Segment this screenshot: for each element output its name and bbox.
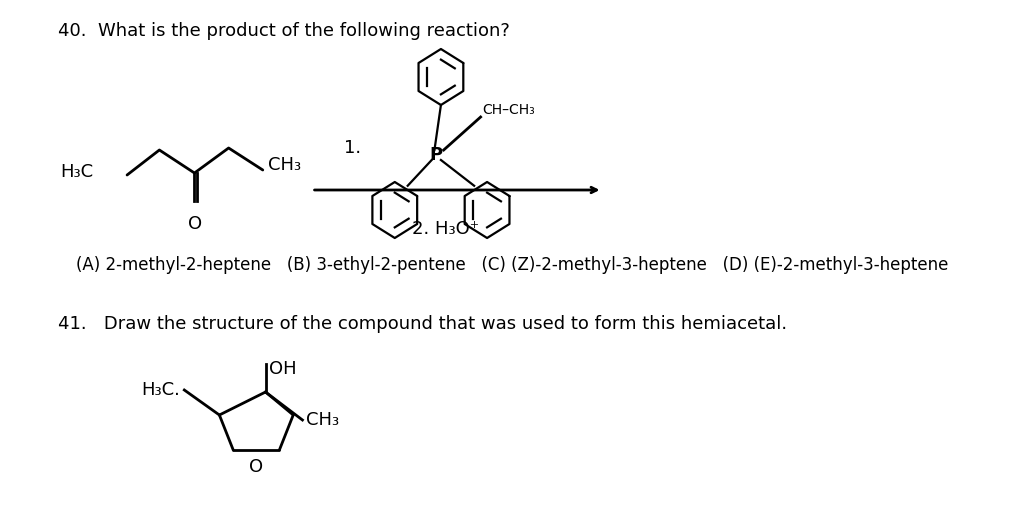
Text: OH: OH — [269, 360, 297, 378]
Text: CH–CH₃: CH–CH₃ — [482, 103, 536, 117]
Text: 41.   Draw the structure of the compound that was used to form this hemiacetal.: 41. Draw the structure of the compound t… — [57, 315, 787, 333]
Text: CH₃: CH₃ — [268, 156, 301, 174]
Text: O: O — [188, 215, 203, 233]
Text: O: O — [249, 458, 263, 476]
Text: 40.  What is the product of the following reaction?: 40. What is the product of the following… — [57, 22, 510, 40]
Text: 1.: 1. — [344, 139, 361, 157]
Text: 2. H₃O⁺: 2. H₃O⁺ — [412, 220, 479, 238]
Text: CH₃: CH₃ — [306, 411, 339, 429]
Text: H₃C.: H₃C. — [141, 381, 180, 399]
Text: (A) 2-methyl-2-heptene   (B) 3-ethyl-2-pentene   (C) (Z)-2-methyl-3-heptene   (D: (A) 2-methyl-2-heptene (B) 3-ethyl-2-pen… — [76, 256, 948, 274]
Text: P: P — [430, 146, 442, 164]
Text: H₃C: H₃C — [59, 163, 93, 181]
